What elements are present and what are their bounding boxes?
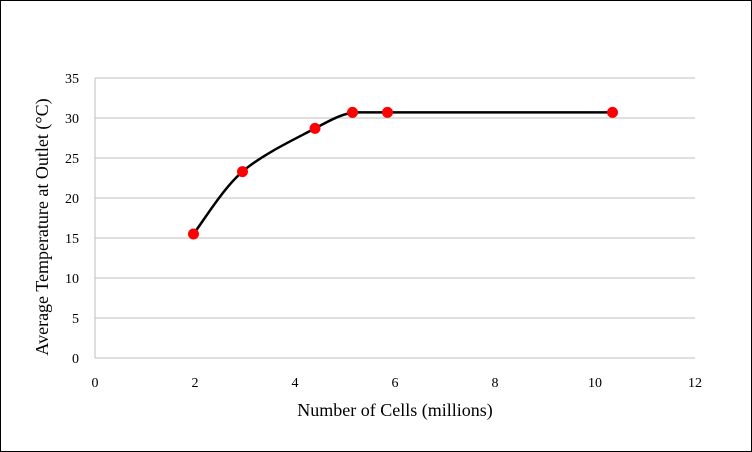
y-tick-label: 10 [65, 272, 79, 287]
data-point [382, 106, 393, 118]
y-tick-label: 5 [72, 312, 79, 327]
y-tick-label: 35 [65, 72, 79, 87]
x-tick-label: 2 [192, 376, 199, 391]
x-tick-label: 10 [588, 376, 602, 391]
data-point [237, 166, 248, 178]
x-axis-label: Number of Cells (millions) [297, 400, 492, 421]
y-tick-label: 30 [65, 112, 79, 127]
x-tick-label: 6 [392, 376, 399, 391]
data-point [188, 228, 199, 240]
data-point [347, 106, 358, 118]
tick-labels: 0 5 10 15 20 25 30 35 0 2 4 6 8 10 12 [65, 72, 702, 391]
y-tick-label: 25 [65, 152, 79, 167]
y-axis-label: Average Temperature at Outlet (°C) [32, 98, 53, 355]
y-tick-label: 15 [65, 232, 79, 247]
axes [94, 78, 695, 359]
grid [95, 77, 695, 319]
series [188, 106, 618, 240]
x-tick-label: 12 [688, 376, 702, 391]
y-tick-label: 20 [65, 192, 79, 207]
series-line [192, 111, 613, 235]
data-point [607, 106, 618, 118]
y-tick-label: 0 [72, 352, 79, 367]
data-point [309, 122, 321, 134]
x-tick-label: 4 [292, 376, 299, 391]
x-tick-label: 0 [92, 376, 99, 391]
x-tick-label: 8 [492, 376, 499, 391]
